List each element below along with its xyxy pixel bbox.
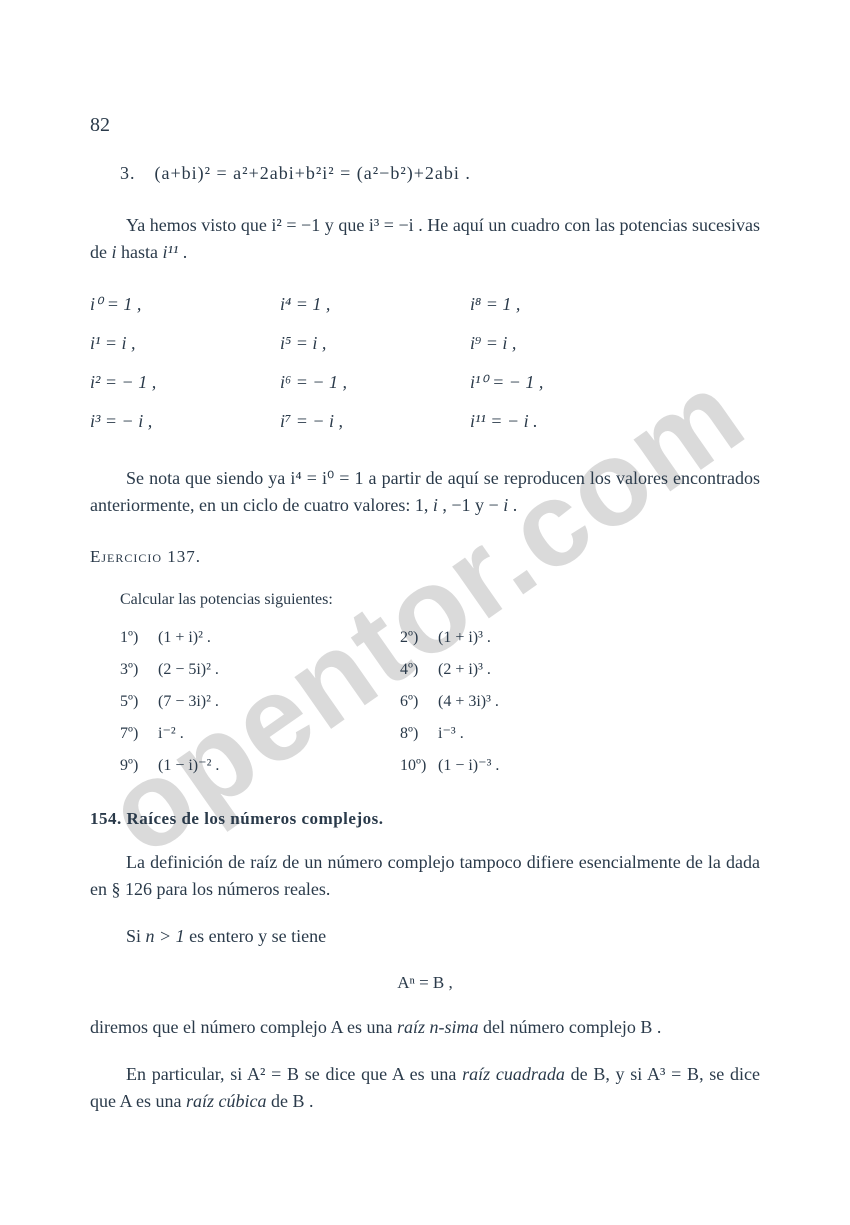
exercise-item: 1º)(1 + i)² .: [120, 626, 400, 650]
inline-eq: i³ = −i: [369, 215, 414, 235]
text: , −1 y −: [442, 495, 498, 515]
text: de B .: [271, 1091, 314, 1111]
page-content: 82 3. (a+bi)² = a²+2abi+b²i² = (a²−b²)+2…: [0, 0, 850, 1195]
ex-num: 8º): [400, 722, 438, 746]
ex-expr: (2 + i)³ .: [438, 661, 491, 678]
exercise-intro: Calcular las potencias siguientes:: [120, 588, 760, 612]
ex-num: 4º): [400, 658, 438, 682]
ex-expr: (2 − 5i)² .: [158, 661, 219, 678]
ex-expr: (1 + i)³ .: [438, 629, 491, 646]
power-cell: i¹ = i ,: [90, 330, 250, 357]
power-cell: i⁰ = 1 ,: [90, 291, 250, 318]
text: Si: [126, 926, 146, 946]
power-cell: i⁹ = i ,: [470, 330, 630, 357]
var-i: i: [112, 242, 117, 262]
ex-num: 10º): [400, 754, 438, 778]
exercise-item: 4º)(2 + i)³ .: [400, 658, 680, 682]
paragraph-3: La definición de raíz de un número compl…: [90, 849, 760, 903]
equation-ab: Aⁿ = B ,: [90, 970, 760, 996]
ex-expr: (4 + 3i)³ .: [438, 693, 499, 710]
page-number: 82: [90, 110, 760, 140]
term-raiz-cubica: raíz cúbica: [186, 1091, 267, 1111]
powers-table: i⁰ = 1 , i⁴ = 1 , i⁸ = 1 , i¹ = i , i⁵ =…: [90, 291, 760, 435]
var-i: i: [433, 495, 438, 515]
power-cell: i¹⁰ = − 1 ,: [470, 369, 630, 396]
paragraph-4: Si n > 1 es entero y se tiene: [90, 923, 760, 950]
ex-num: 2º): [400, 626, 438, 650]
ex-num: 7º): [120, 722, 158, 746]
power-cell: i⁵ = i ,: [280, 330, 440, 357]
equation-3: 3. (a+bi)² = a²+2abi+b²i² = (a²−b²)+2abi…: [120, 160, 760, 187]
ex-num: 6º): [400, 690, 438, 714]
inline-eq: i⁴ = i⁰ = 1: [290, 468, 363, 488]
ex-expr: i⁻³ .: [438, 725, 464, 742]
power-cell: i⁶ = − 1 ,: [280, 369, 440, 396]
exercise-item: 8º)i⁻³ .: [400, 722, 680, 746]
power-cell: i¹¹ = − i .: [470, 408, 630, 435]
exercise-item: 3º)(2 − 5i)² .: [120, 658, 400, 682]
paragraph-2: Se nota que siendo ya i⁴ = i⁰ = 1 a part…: [90, 465, 760, 519]
text: En particular, si A² = B se dice que A e…: [126, 1064, 462, 1084]
text: del número complejo B .: [483, 1017, 661, 1037]
power-cell: i⁴ = 1 ,: [280, 291, 440, 318]
exercise-grid: 1º)(1 + i)² . 2º)(1 + i)³ . 3º)(2 − 5i)²…: [120, 626, 760, 778]
ex-expr: (1 − i)⁻² .: [158, 757, 219, 774]
power-cell: i² = − 1 ,: [90, 369, 250, 396]
paragraph-5: diremos que el número complejo A es una …: [90, 1014, 760, 1041]
power-cell: i⁷ = − i ,: [280, 408, 440, 435]
paragraph-6: En particular, si A² = B se dice que A e…: [90, 1061, 760, 1115]
inline-eq: i² = −1: [271, 215, 320, 235]
power-cell: i³ = − i ,: [90, 408, 250, 435]
power-cell: i⁸ = 1 ,: [470, 291, 630, 318]
ex-expr: (1 + i)² .: [158, 629, 211, 646]
text: hasta: [121, 242, 162, 262]
inline-eq: n > 1: [146, 926, 185, 946]
term-raiz-nsima: raíz n-sima: [397, 1017, 479, 1037]
exercise-item: 5º)(7 − 3i)² .: [120, 690, 400, 714]
paragraph-1: Ya hemos visto que i² = −1 y que i³ = −i…: [90, 212, 760, 266]
exercise-label: Ejercicio 137.: [90, 544, 760, 570]
ex-expr: i⁻² .: [158, 725, 184, 742]
text: Ya hemos visto que: [126, 215, 271, 235]
exercise-item: 6º)(4 + 3i)³ .: [400, 690, 680, 714]
var-i11: i¹¹: [163, 242, 179, 262]
text: .: [183, 242, 188, 262]
text: y que: [325, 215, 369, 235]
text: Se nota que siendo ya: [126, 468, 290, 488]
term-raiz-cuadrada: raíz cuadrada: [462, 1064, 565, 1084]
ex-expr: (7 − 3i)² .: [158, 693, 219, 710]
var-i: i: [503, 495, 508, 515]
text: .: [513, 495, 518, 515]
ex-num: 3º): [120, 658, 158, 682]
text: es entero y se tiene: [189, 926, 326, 946]
exercise-item: 2º)(1 + i)³ .: [400, 626, 680, 650]
ex-expr: (1 − i)⁻³ .: [438, 757, 499, 774]
exercise-item: 9º)(1 − i)⁻² .: [120, 754, 400, 778]
section-154-heading: 154. Raíces de los números complejos.: [90, 806, 760, 832]
ex-num: 5º): [120, 690, 158, 714]
ex-num: 1º): [120, 626, 158, 650]
ex-num: 9º): [120, 754, 158, 778]
text: diremos que el número complejo A es una: [90, 1017, 397, 1037]
exercise-item: 7º)i⁻² .: [120, 722, 400, 746]
exercise-item: 10º)(1 − i)⁻³ .: [400, 754, 680, 778]
